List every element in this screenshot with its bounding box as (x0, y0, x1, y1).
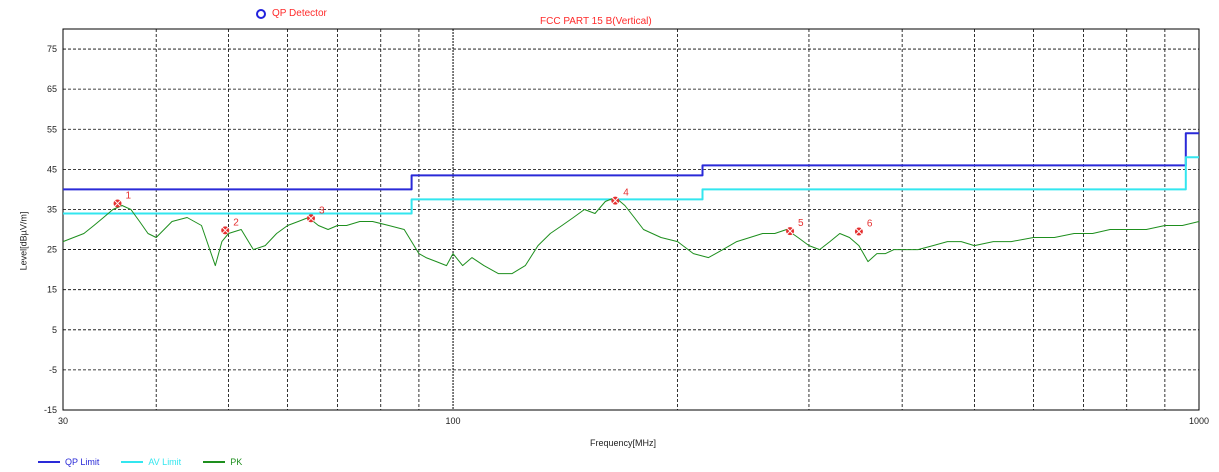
peak-marker: 5 (786, 218, 804, 236)
detector-label: QP Detector (272, 8, 327, 19)
series-line-av-limit (63, 156, 1199, 215)
detector-legend: QP Detector (256, 8, 327, 19)
peak-marker-cross (221, 226, 229, 234)
legend-label: PK (230, 457, 243, 467)
peak-marker: 2 (221, 217, 239, 235)
detector-circle-icon (256, 8, 266, 19)
peak-marker-label: 2 (233, 217, 239, 228)
peak-marker-cross (307, 214, 315, 222)
peak-marker-label: 4 (623, 188, 629, 199)
peak-marker-label: 3 (319, 205, 325, 216)
legend-swatch (121, 461, 144, 463)
legend-item: AV Limit (121, 457, 181, 467)
peak-marker: 4 (611, 188, 629, 205)
peak-marker-label: 5 (798, 218, 804, 229)
peak-marker-cross (114, 200, 121, 207)
peak-marker: 6 (854, 219, 873, 236)
plot-frame (62, 28, 1200, 411)
legend-label: QP Limit (65, 457, 100, 467)
peak-marker-cross (786, 227, 794, 235)
y-tick-label: 65 (47, 84, 57, 94)
y-tick-label: 35 (47, 204, 57, 214)
y-tick-label: 5 (52, 325, 57, 335)
y-tick-label: -15 (44, 405, 57, 415)
x-tick-label: 30 (58, 416, 68, 426)
chart-title: FCC PART 15 B(Vertical) (540, 16, 652, 27)
series-line-pk (62, 196, 1200, 275)
y-axis-label: Level[dBµV/m] (18, 211, 29, 271)
y-tick-label: 45 (47, 164, 57, 174)
peak-marker-label: 1 (126, 190, 132, 201)
y-tick-label: 55 (47, 124, 57, 134)
legend-swatch (38, 461, 60, 463)
x-tick-label: 100 (446, 416, 461, 426)
y-tick-label: 25 (47, 245, 57, 255)
legend-item: PK (203, 457, 242, 467)
series-line-qp-limit (63, 132, 1199, 191)
legend-item: QP Limit (38, 457, 99, 467)
peak-marker-cross (611, 197, 619, 205)
y-tick-label: 75 (47, 44, 57, 54)
x-tick-label: 1000 (1189, 416, 1209, 426)
series-legend: QP Limit AV Limit PK (38, 457, 242, 467)
legend-label: AV Limit (148, 457, 182, 467)
peak-marker-label: 6 (867, 219, 873, 230)
peak-marker: 1 (113, 190, 132, 208)
peak-marker: 3 (306, 205, 325, 223)
y-tick-label: -5 (49, 365, 57, 375)
peak-marker-cross (855, 228, 863, 235)
y-tick-label: 15 (47, 285, 57, 295)
legend-swatch (203, 461, 226, 463)
x-axis-label: Frequency[MHz] (590, 438, 657, 448)
